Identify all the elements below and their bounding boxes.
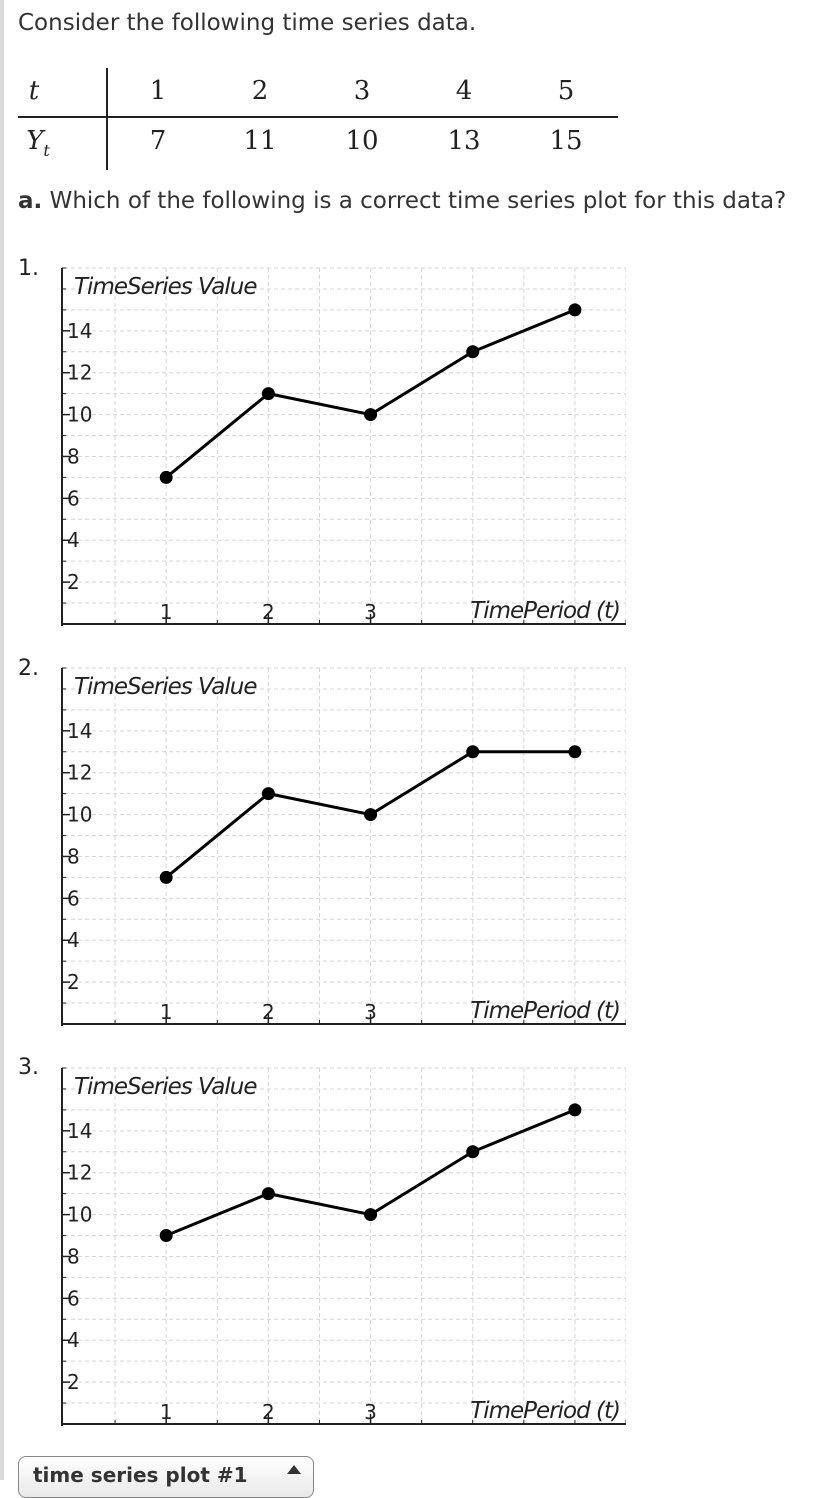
y-tick-label: 4 [67,1328,80,1352]
y-tick-label: 2 [67,970,80,994]
table-cell-y: 15 [549,126,583,156]
y-axis-label: TimeSeries Value [74,274,257,300]
y-axis-label: TimeSeries Value [74,674,257,700]
data-point [364,808,378,822]
x-tick-label: 1 [160,1400,173,1424]
data-point [364,1208,378,1222]
x-axis-label: TimePeriod (t) [470,598,620,624]
y-tick-label: 6 [67,486,80,510]
answer-dropdown[interactable]: time series plot #1 [18,1456,314,1498]
y-tick-label: 10 [67,403,92,427]
x-axis-label: TimePeriod (t) [470,1398,620,1424]
option-number-2: 2. [18,656,39,681]
x-tick-label: 3 [364,1400,377,1424]
table-row-header-y: Yt [26,126,50,160]
y-tick-label: 8 [67,444,80,468]
data-point [261,1187,275,1201]
intro-text: Consider the following time series data. [18,10,477,36]
y-axis-label: TimeSeries Value [74,1074,257,1100]
table-header-rule [18,116,618,118]
plot-background [60,266,626,628]
data-point [159,1229,173,1243]
data-point [466,345,480,359]
plot-option-2: 2 4 6 8 10 12 14 1 2 3 TimeSeries Value TimePeriod … [60,666,626,1028]
data-point [466,1145,480,1159]
plot-option-3: 2 4 6 8 10 12 14 1 2 3 TimeSeries Value TimePeriod … [60,1066,626,1428]
x-tick-label: 2 [262,1000,275,1024]
chevron-up-icon [287,1465,301,1474]
table-cell-t: 1 [149,76,167,106]
y-tick-label: 10 [67,803,92,827]
dropdown-selected-value: time series plot #1 [33,1463,248,1487]
y-tick-label: 6 [67,886,80,910]
table-cell-y: 7 [149,126,167,156]
plot-background [60,1066,626,1428]
data-point [568,1103,582,1117]
y-tick-label: 6 [67,1286,80,1310]
plot-option-1: 2 4 6 8 10 12 14 1 2 3 TimeSeries Value TimePeriod … [60,266,626,628]
y-tick-label: 4 [67,528,80,552]
data-point [261,787,275,801]
y-tick-label: 14 [67,319,92,343]
y-tick-label: 4 [67,928,80,952]
data-point [261,387,275,401]
x-tick-label: 1 [160,600,173,624]
table-cell-y: 13 [447,126,481,156]
y-tick-label: 8 [67,1244,80,1268]
y-tick-label: 8 [67,844,80,868]
y-tick-label: 12 [67,761,92,785]
y-tick-label: 12 [67,1161,92,1185]
x-axis-label: TimePeriod (t) [470,998,620,1024]
x-tick-label: 2 [262,600,275,624]
table-cell-t: 2 [251,76,269,106]
table-cell-t: 5 [557,76,575,106]
y-tick-label: 14 [67,1119,92,1143]
table-cell-y: 11 [243,126,277,156]
data-point [568,745,582,759]
table-cell-y: 10 [345,126,379,156]
question-a: a. Which of the following is a correct t… [18,188,787,214]
left-border [0,0,4,1480]
x-tick-label: 3 [364,600,377,624]
x-tick-label: 3 [364,1000,377,1024]
table-row-header-t: t [28,76,40,106]
data-point [568,303,582,317]
y-tick-label: 2 [67,570,80,594]
y-tick-label: 14 [67,719,92,743]
plot-background [60,666,626,1028]
data-table: t Yt 1 2 3 4 5 7 11 10 13 15 [18,68,618,170]
x-tick-label: 2 [262,1400,275,1424]
table-cell-t: 3 [353,76,371,106]
data-point [364,408,378,422]
y-tick-label: 2 [67,1370,80,1394]
y-tick-label: 12 [67,361,92,385]
option-number-1: 1. [18,256,39,281]
option-number-3: 3. [18,1055,39,1080]
table-column-rule [106,68,108,170]
x-tick-label: 1 [160,1000,173,1024]
table-cell-t: 4 [455,76,473,106]
data-point [159,470,173,484]
data-point [159,870,173,884]
data-point [466,745,480,759]
y-tick-label: 10 [67,1203,92,1227]
